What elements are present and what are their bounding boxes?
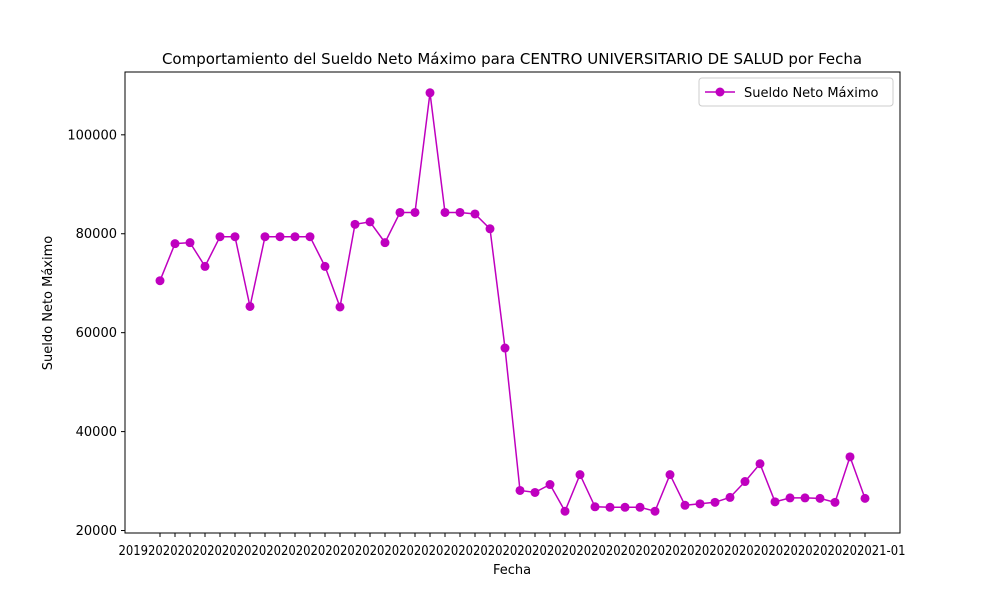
x-axis [159,533,866,537]
data-point [590,502,600,512]
data-point [185,238,195,248]
data-point [860,493,870,503]
data-point [230,232,240,242]
data-point [815,493,825,503]
data-point [845,452,855,462]
data-point [680,500,690,510]
data-point [425,88,435,98]
x-tick-labels: 2019202020202020202020202020202020202020… [119,544,906,559]
y-tick-label: 60000 [76,326,117,341]
data-point [725,492,735,502]
data-point [305,232,315,242]
data-point [350,219,360,229]
data-point [755,459,765,469]
data-point [470,209,480,219]
data-point [485,224,495,234]
series-line [159,92,866,513]
data-point [800,493,810,503]
chart-title: Comportamiento del Sueldo Neto Máximo pa… [162,50,862,68]
data-point [830,497,840,507]
legend-marker [715,87,725,97]
y-tick-label: 40000 [76,425,117,440]
y-tick-label: 20000 [76,524,117,539]
data-point [560,506,570,516]
data-point [575,470,585,480]
x-axis-label: Fecha [493,563,531,578]
data-point [290,232,300,242]
data-point [380,238,390,248]
data-point [665,470,675,480]
data-point [500,343,510,353]
data-point [620,502,630,512]
y-tick-label: 100000 [67,128,117,143]
y-axis: 20000 40000 60000 80000 100000 [67,128,125,539]
data-point [440,207,450,217]
legend: Sueldo Neto Máximo [698,77,894,107]
data-point [545,480,555,490]
data-point [335,302,345,312]
y-tick-label: 80000 [76,227,117,242]
data-point [740,477,750,487]
data-point [710,497,720,507]
data-point [650,506,660,516]
y-axis-label: Sueldo Neto Máximo [41,236,56,370]
data-point [200,261,210,271]
data-point [320,261,330,271]
data-point [770,497,780,507]
data-point [605,502,615,512]
series-group [155,88,870,516]
data-point [455,207,465,217]
data-point [155,276,165,286]
data-point [395,207,405,217]
data-point [635,502,645,512]
data-point [275,232,285,242]
data-point [170,239,180,249]
data-point [245,301,255,311]
legend-label: Sueldo Neto Máximo [744,86,878,101]
data-point [785,493,795,503]
data-point [695,499,705,509]
data-point [530,487,540,497]
data-point [365,217,375,227]
data-point [515,485,525,495]
plot-frame [124,71,901,534]
data-point [410,207,420,217]
data-point [215,232,225,242]
data-point [260,232,270,242]
legend-box [698,77,894,107]
